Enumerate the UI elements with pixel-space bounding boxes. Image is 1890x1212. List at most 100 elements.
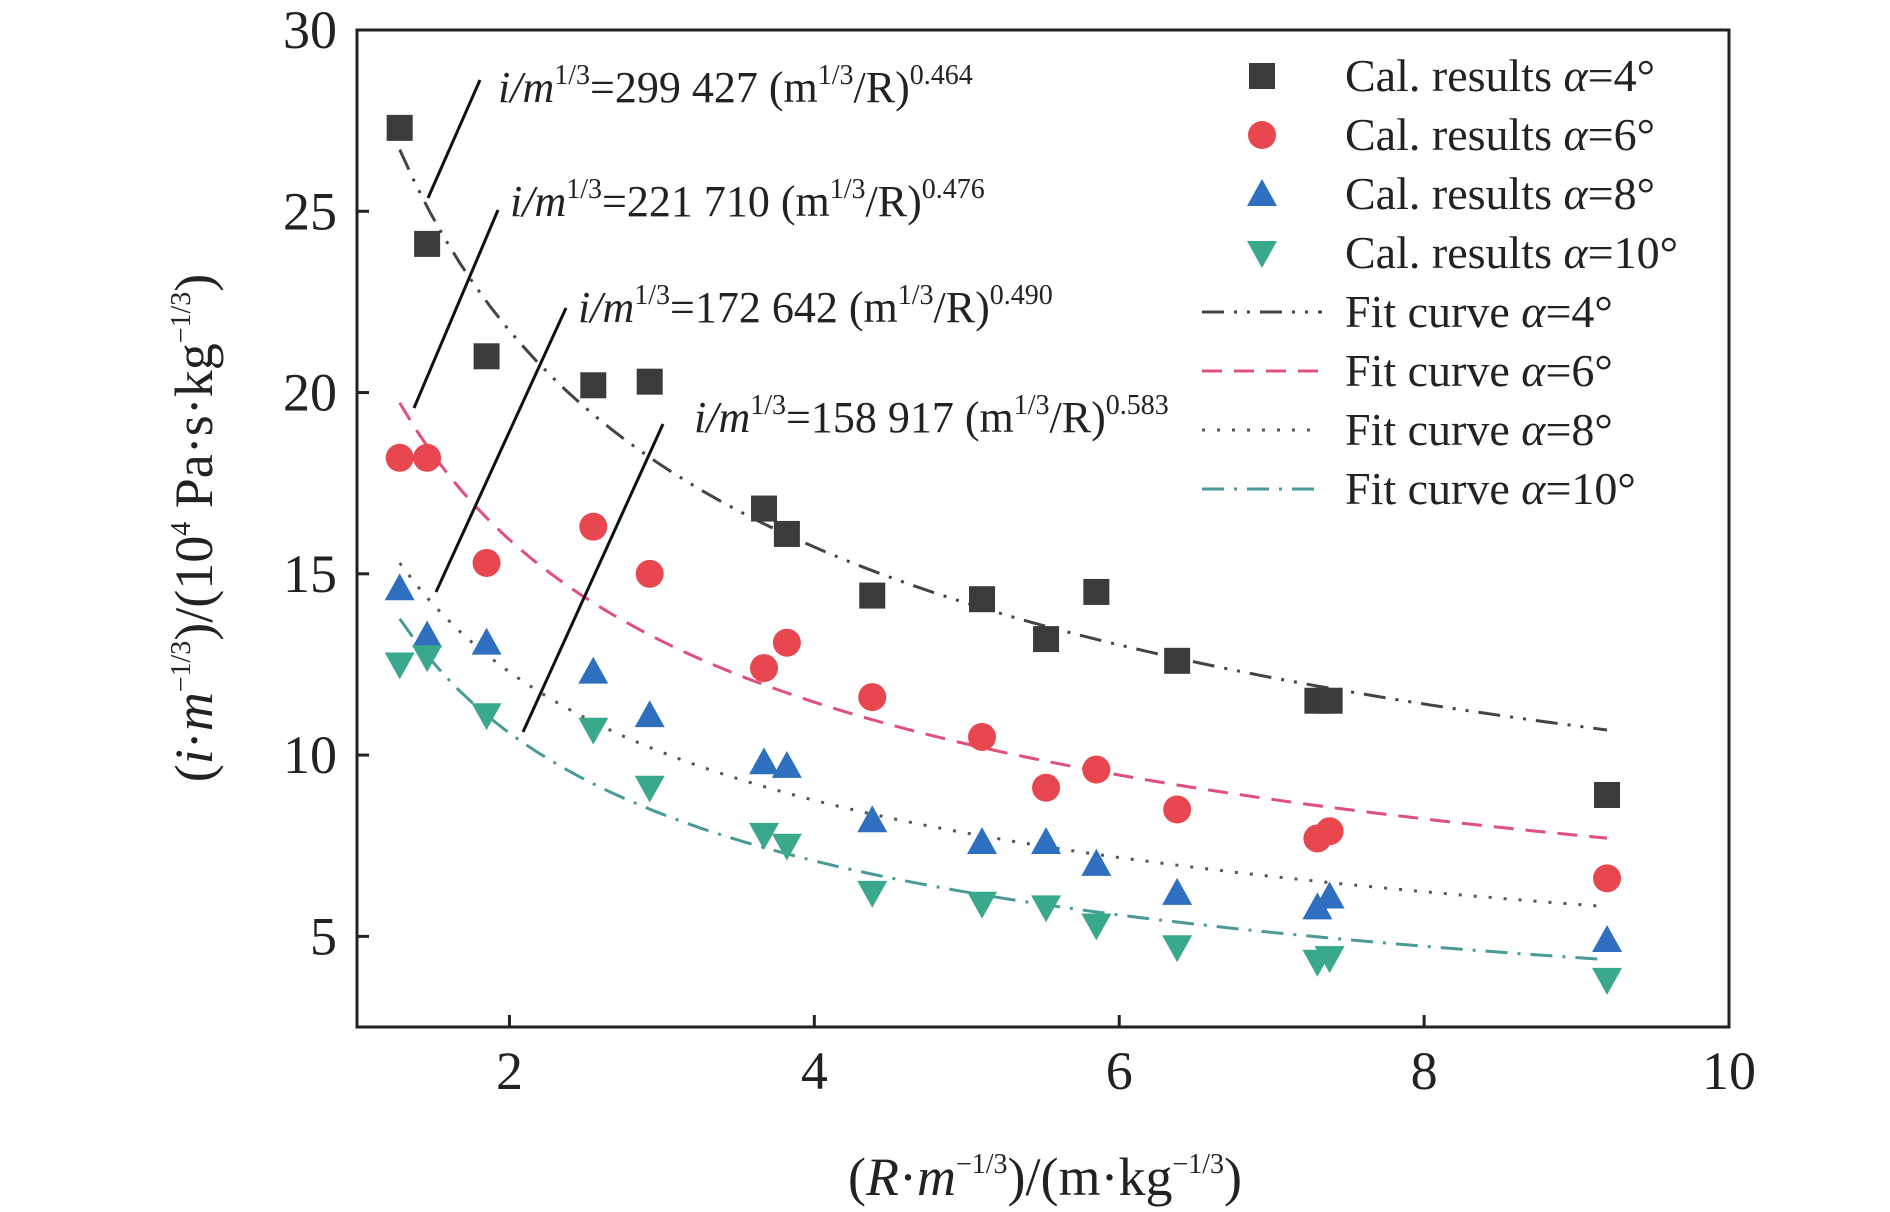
data-point-series-1 <box>1032 773 1061 802</box>
data-point-series-0 <box>636 368 663 395</box>
data-point-series-3 <box>1314 946 1345 974</box>
data-point-series-0 <box>859 582 886 609</box>
y-title-unit: Pa·s·kg <box>164 343 224 521</box>
y-title-sup: −1/3 <box>166 292 197 344</box>
data-markers <box>384 114 1623 995</box>
data-point-series-1 <box>1163 795 1192 824</box>
x-title-part: ) <box>1224 1147 1242 1207</box>
data-point-series-1 <box>1082 755 1111 784</box>
data-point-series-0 <box>386 114 413 141</box>
legend-label-2: Cal. results α=8° <box>1345 168 1655 219</box>
legend-marker-3 <box>1247 241 1277 268</box>
legend-marker-1 <box>1248 121 1276 149</box>
data-point-series-3 <box>578 717 609 745</box>
data-point-series-1 <box>472 548 501 577</box>
fit-curve-3 <box>398 617 1608 962</box>
fit-curve-1 <box>398 402 1608 840</box>
data-point-series-0 <box>1164 647 1191 674</box>
fit-equation-2: i/m1/3=172 642 (m1/3/R)0.490 <box>578 280 1053 332</box>
data-point-series-0 <box>1083 578 1110 605</box>
data-point-series-2 <box>412 620 443 648</box>
data-point-series-3 <box>1592 967 1623 995</box>
x-title-sup: −1/3 <box>1172 1149 1224 1180</box>
data-point-series-1 <box>858 683 887 712</box>
x-title-part: ( <box>848 1147 866 1207</box>
data-point-series-0 <box>473 343 500 370</box>
annotation-leader-3 <box>521 423 665 733</box>
data-point-series-3 <box>412 645 443 673</box>
legend-label-3: Cal. results α=10° <box>1345 227 1678 278</box>
data-point-series-3 <box>471 703 502 731</box>
fit-equations: i/m1/3=299 427 (m1/3/R)0.464 i/m1/3=221 7… <box>498 60 1169 442</box>
x-title-var-m: m <box>917 1147 956 1207</box>
x-title-sup: −1/3 <box>956 1149 1008 1180</box>
data-point-series-1 <box>750 654 779 683</box>
x-tick-label: 8 <box>1411 1041 1438 1101</box>
legend-marker-0 <box>1249 63 1275 89</box>
x-tick-label: 2 <box>496 1041 523 1101</box>
data-point-series-2 <box>1031 827 1062 855</box>
data-point-series-1 <box>1593 864 1622 893</box>
legend-label-5: Fit curve α=6° <box>1345 345 1613 396</box>
data-point-series-3 <box>1031 895 1062 923</box>
data-point-series-2 <box>967 827 998 855</box>
data-point-series-1 <box>385 443 414 472</box>
y-title-part: · <box>164 731 224 749</box>
fit-equation-0: i/m1/3=299 427 (m1/3/R)0.464 <box>498 60 973 112</box>
x-tick-label: 4 <box>801 1041 828 1101</box>
y-axis-title: (i·m−1/3)/(104 Pa·s·kg−1/3) <box>164 274 224 783</box>
data-point-series-3 <box>857 880 888 908</box>
data-point-series-3 <box>967 891 998 919</box>
y-title-sup: −1/3 <box>166 641 197 693</box>
annotation-leader-1 <box>412 209 500 409</box>
data-point-series-2 <box>771 751 802 778</box>
data-point-series-1 <box>413 443 442 472</box>
y-title-part: ) <box>164 274 224 292</box>
data-point-series-0 <box>969 586 996 613</box>
data-point-series-2 <box>634 700 665 728</box>
data-point-series-2 <box>471 627 502 655</box>
legend-label-6: Fit curve α=8° <box>1345 404 1613 455</box>
data-point-series-3 <box>749 822 780 850</box>
y-tick-label: 30 <box>283 0 337 60</box>
data-point-series-2 <box>578 656 609 684</box>
data-point-series-1 <box>1315 817 1344 846</box>
legend-label-1: Cal. results α=6° <box>1345 109 1655 160</box>
x-axis-title: (R·m−1/3)/(m·kg−1/3) <box>848 1147 1242 1207</box>
data-point-series-0 <box>773 520 800 547</box>
fit-curve-2 <box>398 562 1608 909</box>
data-point-series-3 <box>634 775 665 803</box>
fit-equation-3: i/m1/3=158 917 (m1/3/R)0.583 <box>694 390 1169 442</box>
data-point-series-0 <box>1316 687 1343 714</box>
data-point-series-2 <box>384 573 415 601</box>
data-point-series-1 <box>579 512 608 541</box>
x-tick-label: 10 <box>1702 1041 1756 1101</box>
data-point-series-1 <box>968 722 997 751</box>
data-point-series-3 <box>771 833 802 861</box>
data-point-series-1 <box>772 628 801 657</box>
data-point-series-3 <box>384 652 415 680</box>
plot-frame <box>355 28 1731 1029</box>
data-point-series-2 <box>1162 877 1193 905</box>
data-point-series-2 <box>749 747 780 775</box>
data-point-series-0 <box>414 230 441 257</box>
y-tick-label: 5 <box>310 906 337 966</box>
data-point-series-0 <box>1033 626 1060 653</box>
legend-label-7: Fit curve α=10° <box>1345 463 1636 514</box>
y-title-part: ( <box>164 764 224 782</box>
y-tick-label: 15 <box>283 544 337 604</box>
legend-label-4: Fit curve α=4° <box>1345 286 1613 337</box>
data-point-series-3 <box>1162 935 1193 963</box>
data-point-series-0 <box>751 495 778 522</box>
legend-marker-2 <box>1247 179 1277 206</box>
y-tick-label: 25 <box>283 181 337 241</box>
y-title-var-i: i <box>164 749 224 764</box>
annotation-leader-0 <box>426 79 482 199</box>
fit-curves <box>398 148 1608 962</box>
legend: Cal. results α=4° Cal. results α=6° Cal. r… <box>1202 50 1678 514</box>
data-point-series-2 <box>857 805 888 833</box>
annotation-lines <box>412 79 665 733</box>
data-point-series-1 <box>635 559 664 588</box>
y-title-var-m: m <box>164 692 224 731</box>
